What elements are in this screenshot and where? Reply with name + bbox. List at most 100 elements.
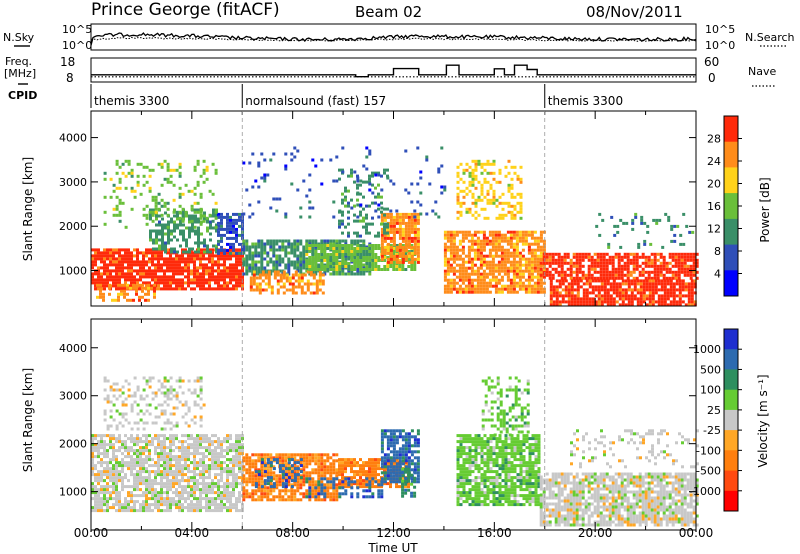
velocity-cell [217, 461, 220, 465]
power-cell [677, 264, 681, 268]
power-cell [312, 273, 316, 277]
power-cell [190, 219, 194, 223]
power-cell [596, 264, 600, 268]
power-cell [673, 224, 677, 228]
velocity-cell [172, 434, 175, 438]
velocity-cell [139, 482, 142, 486]
power-cell [374, 173, 378, 177]
velocity-cell [226, 437, 229, 441]
power-cell [563, 276, 567, 280]
power-cell [344, 225, 347, 229]
power-cell [214, 171, 218, 175]
velocity-cell [163, 497, 166, 501]
power-cell [199, 278, 202, 282]
power-cell [332, 244, 336, 247]
power-cell [294, 273, 298, 277]
velocity-cell [172, 458, 175, 462]
power-cell [383, 256, 387, 259]
velocity-cell [190, 494, 193, 498]
power-cell [530, 287, 534, 291]
power-cell [155, 214, 158, 218]
power-cell [380, 230, 384, 234]
velocity-cell [160, 449, 163, 453]
power-cell [202, 168, 206, 172]
velocity-cell [142, 491, 145, 495]
power-cell [317, 244, 321, 247]
power-cell [536, 281, 540, 285]
power-cell [362, 244, 366, 247]
power-cell [148, 260, 151, 264]
power-cell [686, 270, 690, 274]
power-cell [609, 285, 613, 289]
power-cell [368, 174, 371, 178]
velocity-cell [94, 467, 97, 471]
power-cell [446, 269, 450, 273]
power-cell [344, 262, 348, 265]
power-cell [614, 273, 618, 277]
velocity-cell [115, 479, 118, 483]
power-cell [260, 266, 264, 270]
power-cell [290, 251, 294, 255]
power-cell [663, 303, 667, 307]
power-cell [675, 303, 679, 307]
power-cell [479, 266, 483, 270]
velocity-cell [97, 506, 100, 510]
velocity-cell [160, 491, 163, 495]
power-cell [678, 285, 682, 289]
velocity-cell [103, 434, 106, 438]
velocity-cell [109, 473, 112, 477]
power-cell [518, 281, 522, 285]
power-cell [169, 266, 172, 270]
power-cell [359, 247, 363, 250]
power-cell [386, 268, 390, 271]
power-cell [377, 171, 380, 175]
velocity-cell [121, 470, 124, 474]
power-cell [312, 291, 316, 295]
velocity-cell [97, 497, 100, 501]
power-cell [112, 278, 115, 282]
velocity-cell [172, 485, 175, 489]
power-cell [166, 168, 170, 172]
power-cell [494, 248, 498, 252]
power-cell [473, 254, 477, 258]
velocity-cell [184, 488, 187, 492]
power-cell [599, 273, 603, 277]
power-cell [184, 183, 188, 187]
velocity-cell [169, 488, 172, 492]
power-cell [674, 261, 678, 265]
power-cell [416, 218, 420, 222]
power-cell [350, 272, 354, 276]
power-cell [163, 281, 166, 285]
power-cell [154, 281, 157, 285]
power-cell [252, 282, 256, 286]
power-cell [338, 209, 342, 213]
power-cell [365, 213, 368, 217]
power-cell [212, 226, 215, 230]
power-cell [564, 285, 568, 289]
power-cell [524, 269, 528, 273]
power-cell [527, 272, 531, 276]
power-cell [103, 177, 107, 181]
power-cell [258, 288, 262, 292]
velocity-cell [94, 491, 97, 495]
power-cell [668, 255, 672, 259]
power-cell [613, 224, 617, 228]
power-cell [599, 252, 603, 256]
power-cell [200, 232, 203, 236]
power-cell [695, 261, 699, 265]
power-cell [166, 284, 169, 288]
velocity-cell [100, 440, 103, 444]
power-cell [615, 285, 619, 289]
power-cell [335, 268, 339, 271]
power-cell [564, 294, 568, 298]
velocity-cell [136, 461, 139, 465]
power-cell [401, 248, 405, 252]
power-cell [242, 239, 246, 243]
velocity-cell [97, 473, 100, 477]
velocity-cell [112, 503, 115, 507]
velocity-cell [205, 509, 208, 513]
power-cell [229, 221, 232, 225]
power-cell [152, 241, 155, 245]
power-cell [145, 165, 149, 169]
power-cell [190, 204, 194, 208]
